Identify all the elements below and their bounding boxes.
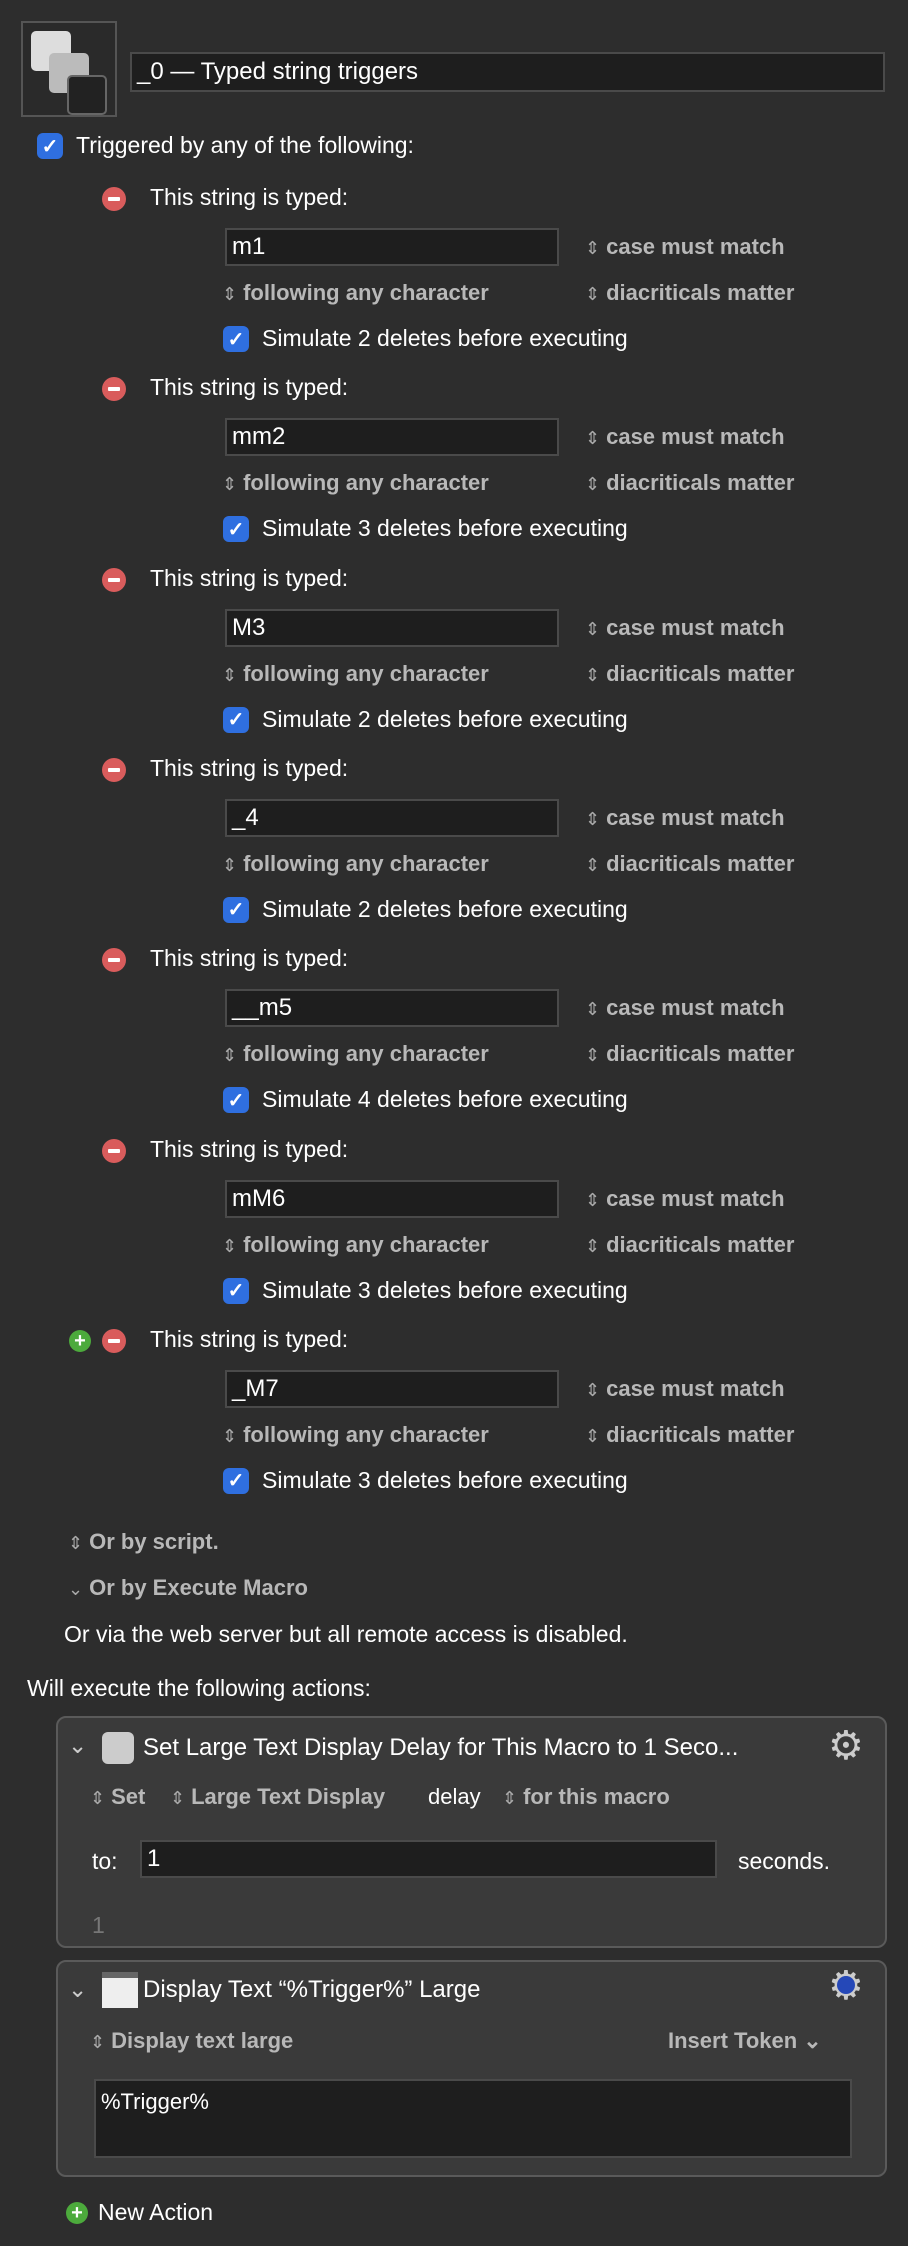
typed-string-field[interactable]: _M7 xyxy=(225,1369,559,1408)
diacriticals-popup[interactable]: ⇕ diacriticals matter xyxy=(585,660,795,686)
typed-string-field[interactable]: M3 xyxy=(225,608,559,647)
seconds-label: seconds. xyxy=(738,1848,831,1874)
add-action-icon[interactable]: + xyxy=(66,2202,88,2224)
case-popup[interactable]: ⇕ case must match xyxy=(585,1375,785,1401)
trigger-label: This string is typed: xyxy=(150,1325,349,1352)
trigger-label: This string is typed: xyxy=(150,184,349,210)
diacriticals-popup[interactable]: ⇕ diacriticals matter xyxy=(585,280,795,305)
trigger-label: This string is typed: xyxy=(150,374,349,401)
or-by-script-popup[interactable]: ⇕ Or by script. xyxy=(68,1529,219,1554)
display-text-field[interactable]: %Trigger% xyxy=(94,2079,852,2158)
typed-string-field[interactable]: m1 xyxy=(225,228,559,266)
remove-trigger-icon[interactable] xyxy=(102,948,126,973)
simulate-deletes-checkbox[interactable]: ✓ xyxy=(223,516,249,543)
to-label: to: xyxy=(92,1848,118,1874)
display-mode-popup[interactable]: ⇕ Display text large xyxy=(90,2028,294,2053)
simulate-deletes-label: Simulate 2 deletes before executing xyxy=(262,705,628,732)
following-popup[interactable]: ⇕ following any character xyxy=(222,660,489,686)
delay-value-field[interactable]: 1 xyxy=(140,1840,717,1878)
remove-trigger-icon[interactable] xyxy=(102,377,126,402)
case-popup[interactable]: ⇕ case must match xyxy=(585,424,785,450)
trigger-label: This string is typed: xyxy=(150,1135,349,1162)
keyboard-key-icon xyxy=(67,75,107,115)
insert-token-menu[interactable]: Insert Token ⌄ xyxy=(668,2028,822,2053)
simulate-deletes-checkbox[interactable]: ✓ xyxy=(223,1087,249,1114)
new-action-button[interactable]: New Action xyxy=(98,2199,214,2225)
following-popup[interactable]: ⇕ following any character xyxy=(222,1421,489,1447)
case-popup[interactable]: ⇕ case must match xyxy=(585,804,785,830)
simulate-deletes-label: Simulate 3 deletes before executing xyxy=(262,515,628,542)
simulate-deletes-checkbox[interactable]: ✓ xyxy=(223,1467,249,1494)
gear-icon[interactable]: ⚙ xyxy=(828,1966,864,2006)
diacriticals-popup[interactable]: ⇕ diacriticals matter xyxy=(585,470,795,496)
case-popup[interactable]: ⇕ case must match xyxy=(585,614,785,640)
simulate-deletes-checkbox[interactable]: ✓ xyxy=(223,896,249,923)
case-popup[interactable]: ⇕ case must match xyxy=(585,995,785,1021)
action-set-delay[interactable]: ⌄ Set Large Text Display Delay for This … xyxy=(56,1716,887,1948)
simulate-deletes-checkbox[interactable]: ✓ xyxy=(223,706,249,733)
simulate-deletes-checkbox[interactable]: ✓ xyxy=(223,326,249,352)
following-popup[interactable]: ⇕ following any character xyxy=(222,1041,489,1067)
trigger-label: This string is typed: xyxy=(150,945,349,972)
action-title: Set Large Text Display Delay for This Ma… xyxy=(143,1734,739,1761)
simulate-deletes-label: Simulate 3 deletes before executing xyxy=(262,1466,628,1493)
remove-trigger-icon[interactable] xyxy=(102,187,126,211)
typed-string-field[interactable]: _4 xyxy=(225,798,559,837)
action-display-text[interactable]: ⌄ Display Text “%Trigger%” Large ⚙ ⇕Disp… xyxy=(56,1960,887,2177)
action-title: Display Text “%Trigger%” Large xyxy=(143,1976,481,2003)
target-popup[interactable]: ⇕ Large Text Display xyxy=(170,1784,386,1809)
typed-string-field[interactable]: __m5 xyxy=(225,989,559,1028)
simulate-deletes-label: Simulate 3 deletes before executing xyxy=(262,1276,628,1303)
typed-string-field[interactable]: mM6 xyxy=(225,1179,559,1218)
or-by-execute-macro-disclosure[interactable]: ⌄ Or by Execute Macro xyxy=(68,1575,308,1600)
remove-trigger-icon[interactable] xyxy=(102,757,126,782)
diacriticals-popup[interactable]: ⇕ diacriticals matter xyxy=(585,1041,795,1067)
case-popup[interactable]: ⇕ case must match xyxy=(585,1185,785,1211)
diacriticals-popup[interactable]: ⇕ diacriticals matter xyxy=(585,1231,795,1257)
gear-icon[interactable]: ⚙ xyxy=(828,1724,864,1768)
result-value: 1 xyxy=(92,1912,105,1938)
add-trigger-icon[interactable]: + xyxy=(69,1329,91,1352)
macro-icon[interactable] xyxy=(21,21,117,117)
following-popup[interactable]: ⇕ following any character xyxy=(222,280,489,305)
simulate-deletes-checkbox[interactable]: ✓ xyxy=(223,1277,249,1304)
set-popup[interactable]: ⇕ Set xyxy=(90,1784,146,1809)
remove-trigger-icon[interactable] xyxy=(102,1138,126,1163)
simulate-deletes-label: Simulate 2 deletes before executing xyxy=(262,325,628,351)
delay-label: delay xyxy=(428,1784,481,1809)
remove-trigger-icon[interactable] xyxy=(102,567,126,592)
web-server-note: Or via the web server but all remote acc… xyxy=(64,1621,628,1647)
trigger-label: This string is typed: xyxy=(150,564,349,591)
diacriticals-popup[interactable]: ⇕ diacriticals matter xyxy=(585,1421,795,1447)
typed-string-field[interactable]: mm2 xyxy=(225,418,559,457)
actions-heading: Will execute the following actions: xyxy=(27,1675,371,1701)
diacriticals-popup[interactable]: ⇕ diacriticals matter xyxy=(585,850,795,876)
triggered-checkbox[interactable]: ✓ xyxy=(37,133,63,159)
window-icon xyxy=(102,1972,138,2008)
trigger-label: This string is typed: xyxy=(150,754,349,781)
chevron-down-icon[interactable]: ⌄ xyxy=(68,1976,88,2002)
case-popup[interactable]: ⇕ case must match xyxy=(585,234,785,259)
simulate-deletes-label: Simulate 4 deletes before executing xyxy=(262,1086,628,1113)
triggered-label: Triggered by any of the following: xyxy=(76,132,414,158)
remove-trigger-icon[interactable] xyxy=(102,1328,126,1353)
following-popup[interactable]: ⇕ following any character xyxy=(222,1231,489,1257)
following-popup[interactable]: ⇕ following any character xyxy=(222,470,489,496)
chevron-down-icon[interactable]: ⌄ xyxy=(68,1732,88,1758)
following-popup[interactable]: ⇕ following any character xyxy=(222,850,489,876)
keyboard-maestro-icon xyxy=(102,1732,134,1764)
macro-title-field[interactable]: _0 — Typed string triggers xyxy=(130,52,885,92)
scope-popup[interactable]: ⇕ for this macro xyxy=(502,1784,670,1809)
simulate-deletes-label: Simulate 2 deletes before executing xyxy=(262,895,628,922)
